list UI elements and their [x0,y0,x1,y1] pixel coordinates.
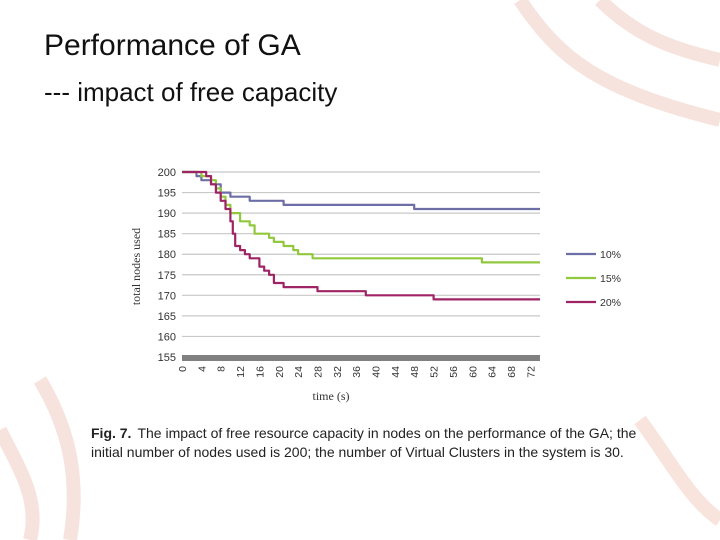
caption-label: Fig. 7. [91,425,132,441]
series-line-20pct [182,170,540,301]
x-tick-label: 68 [506,366,518,378]
gridlines [182,171,540,338]
x-tick-label: 8 [216,366,228,372]
x-tick-label: 72 [525,366,537,378]
y-tick-label: 170 [158,290,176,302]
legend: 10% 15% 20% [566,249,621,309]
legend-label: 10% [600,249,621,261]
y-tick-label: 165 [158,311,176,323]
slide-subtitle: --- impact of free capacity [44,77,338,107]
legend-label: 15% [600,273,621,285]
y-tick-label: 200 [158,167,176,179]
x-tick-label: 0 [177,366,189,372]
x-tick-label: 36 [351,366,363,378]
y-tick-label: 160 [158,331,176,343]
y-axis-title: total nodes used [129,228,143,305]
series-lines [182,170,540,301]
x-tick-label: 48 [409,366,421,378]
y-tick-label: 155 [158,352,176,364]
figure-caption: Fig. 7. The impact of free resource capac… [91,424,663,462]
x-tick-label: 20 [274,366,286,378]
y-tick-label: 185 [158,229,176,241]
y-tick-label: 190 [158,208,176,220]
x-tick-label: 24 [293,366,305,378]
x-axis-band [182,355,540,361]
series-line-15pct [182,170,540,264]
x-tick-label: 4 [196,366,208,372]
y-tick-label: 195 [158,188,176,200]
x-tick-label: 32 [332,366,344,378]
x-tick-label: 52 [429,366,441,378]
x-tick-label: 56 [448,366,460,378]
x-tick-label: 16 [254,366,266,378]
caption-text: The impact of free resource capacity in … [91,425,637,460]
x-tick-label: 40 [371,366,383,378]
x-tick-label: 44 [390,366,402,378]
x-tick-label: 28 [312,366,324,378]
figure-panel: 200 195 190 185 180 175 170 165 160 155 0 4 8 12 16 20 2… [120,133,621,411]
slide-title: Performance of GA [44,29,301,62]
series-line-10pct [182,170,540,211]
y-tick-label: 180 [158,249,176,261]
x-axis-title: time (s) [313,389,350,403]
x-tick-label: 12 [235,366,247,378]
x-tick-label: 64 [487,366,499,378]
x-tick-label: 60 [467,366,479,378]
y-tick-label: 175 [158,270,176,282]
legend-label: 20% [600,297,621,309]
